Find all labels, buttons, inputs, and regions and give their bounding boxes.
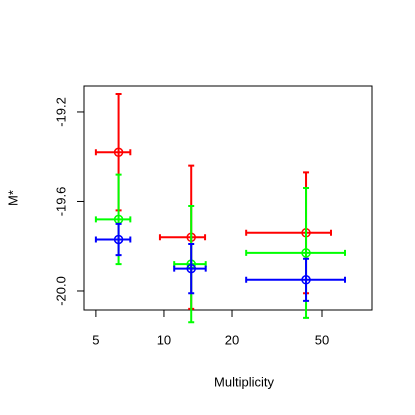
x-error-bar xyxy=(94,216,132,223)
point xyxy=(301,275,311,285)
x-tick-label: 10 xyxy=(157,332,171,347)
point xyxy=(113,147,124,157)
plot-frame xyxy=(83,85,373,311)
x-error-bar xyxy=(94,236,132,243)
x-tick-label: 50 xyxy=(315,332,329,347)
x-error-bar xyxy=(245,229,332,236)
point xyxy=(113,234,124,245)
x-tick-label: 20 xyxy=(225,332,239,347)
x-axis-label: Multiplicity xyxy=(214,374,274,389)
y-tick-label: -20.0 xyxy=(53,276,68,306)
y-tick-label: -19.6 xyxy=(53,187,68,217)
x-error-bar xyxy=(158,234,207,241)
point xyxy=(186,263,196,274)
x-error-bar xyxy=(245,276,347,283)
y-tick-label: -19.2 xyxy=(53,97,68,127)
point xyxy=(301,248,311,258)
x-error-bar xyxy=(245,249,347,256)
x-error-bar xyxy=(173,265,207,272)
y-axis-label: M* xyxy=(5,190,20,206)
x-tick-label: 5 xyxy=(92,332,99,347)
x-error-bar xyxy=(94,149,132,156)
